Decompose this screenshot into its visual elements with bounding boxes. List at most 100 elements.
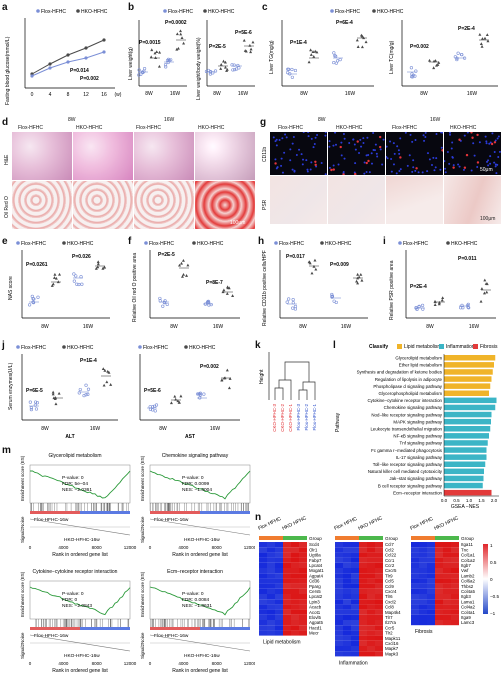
m-title: Glycerolipid metabolism [48, 453, 101, 459]
nucleus [301, 163, 304, 166]
nucleus [496, 163, 499, 166]
m-xtick: 12000 [244, 661, 255, 666]
panel-b-chart: Flox-HFHC HKO-HFHC Liver weight(g) Liver… [128, 9, 255, 100]
heat-cell [435, 568, 443, 574]
b-ylabel2: Liver weight/body weight(%) [196, 37, 202, 100]
heat-cell [367, 547, 375, 553]
heat-cell [283, 542, 291, 548]
heat-cell [359, 630, 367, 636]
heat-cell [267, 604, 275, 610]
data-point [483, 278, 487, 282]
pathway-bar [444, 418, 491, 425]
nucleus [495, 172, 498, 175]
heat-cell [351, 630, 359, 636]
pathway-bar [444, 489, 492, 496]
nucleus [328, 140, 331, 143]
heat-cell [419, 552, 427, 558]
data-point [437, 61, 441, 64]
group-bar [435, 536, 443, 540]
data-point [179, 29, 183, 33]
data-point [179, 32, 183, 36]
data-point [36, 295, 40, 299]
heat-cell [335, 552, 343, 558]
data-point [411, 73, 415, 77]
nucleus [314, 136, 317, 139]
n-cat-label: Fibrosis [415, 629, 433, 635]
data-point [175, 47, 179, 51]
heat-cell [351, 578, 359, 584]
heat-cell [351, 568, 359, 574]
heat-cell [275, 562, 283, 568]
nucleus [363, 172, 366, 175]
panel-j-chart: Flox-HFHC HKO-HFHC Flox-HFHC HKO-HFHC Se… [8, 345, 240, 440]
panel-label-f: f [128, 236, 132, 247]
m-top-label: Flox-HFHC-16w [34, 517, 69, 523]
nucleus [354, 148, 357, 151]
nucleus [489, 141, 492, 144]
nucleus [428, 158, 431, 161]
heat-cell [451, 604, 459, 610]
gene-label: Itgb7 [461, 563, 471, 568]
heat-cell [351, 557, 359, 563]
heat-cell [351, 635, 359, 641]
s2n-curve [149, 518, 251, 536]
m-ylabel2: Signal2Noise [20, 516, 25, 543]
nucleus [485, 142, 488, 145]
m-xtick: 0 [149, 545, 152, 550]
m-xtick: 8000 [212, 661, 223, 666]
b-group: 8W [213, 91, 221, 97]
psr-image [386, 176, 443, 224]
heat-cell [267, 630, 275, 636]
nucleus [422, 134, 425, 137]
oil-red-o-image [73, 181, 133, 229]
rank-red [30, 627, 80, 630]
group-bar [259, 536, 267, 540]
g-row-cd11b: CD11b [262, 146, 268, 162]
m-bot-label: HKO-HFHC-16w [184, 537, 220, 543]
heat-cell [291, 583, 299, 589]
panel-label-i: i [383, 236, 386, 247]
heat-cell [375, 578, 383, 584]
m-stat: FDR: 0.0099 [182, 481, 210, 487]
data-point [436, 63, 440, 66]
nucleus [432, 156, 435, 159]
data-point [101, 367, 105, 371]
legend-hko: HKO-HFHC [208, 9, 235, 15]
nucleus [430, 164, 433, 167]
nucleus [348, 142, 351, 145]
heat-cell [259, 557, 267, 563]
data-point [176, 46, 180, 50]
nucleus [484, 135, 487, 138]
data-point [31, 301, 36, 305]
data-point [480, 287, 484, 290]
pathway-label: Natural killer cell mediated cytotoxicit… [368, 469, 443, 474]
data-point [109, 383, 113, 386]
heat-cell [259, 583, 267, 589]
cd11b-cell [415, 167, 418, 170]
data-point [154, 56, 158, 59]
g-col: HKO-HFHC [336, 125, 363, 131]
heat-cell [283, 609, 291, 615]
heat-cell [435, 562, 443, 568]
heat-cell [359, 594, 367, 600]
b-group: 16W [170, 91, 181, 97]
d-scale: 100μm [230, 220, 246, 226]
legend-hko: HKO-HFHC [189, 345, 216, 351]
data-point [483, 36, 487, 40]
es-box [29, 580, 131, 620]
nucleus [324, 173, 327, 175]
gene-label: Scd4 [309, 542, 320, 547]
data-point [86, 387, 91, 391]
nucleus [440, 146, 443, 149]
gene-label: Mapk3 [385, 651, 399, 656]
legend-flox: Flox-HFHC [335, 9, 360, 15]
gene-label: Tlr7 [385, 615, 393, 620]
heat-cell [375, 594, 383, 600]
nucleus [332, 164, 335, 167]
data-point [153, 51, 157, 55]
pathway-bar [444, 369, 493, 375]
nucleus [376, 155, 379, 158]
nucleus [306, 170, 309, 173]
nucleus [343, 157, 346, 160]
nucleus [370, 152, 373, 155]
